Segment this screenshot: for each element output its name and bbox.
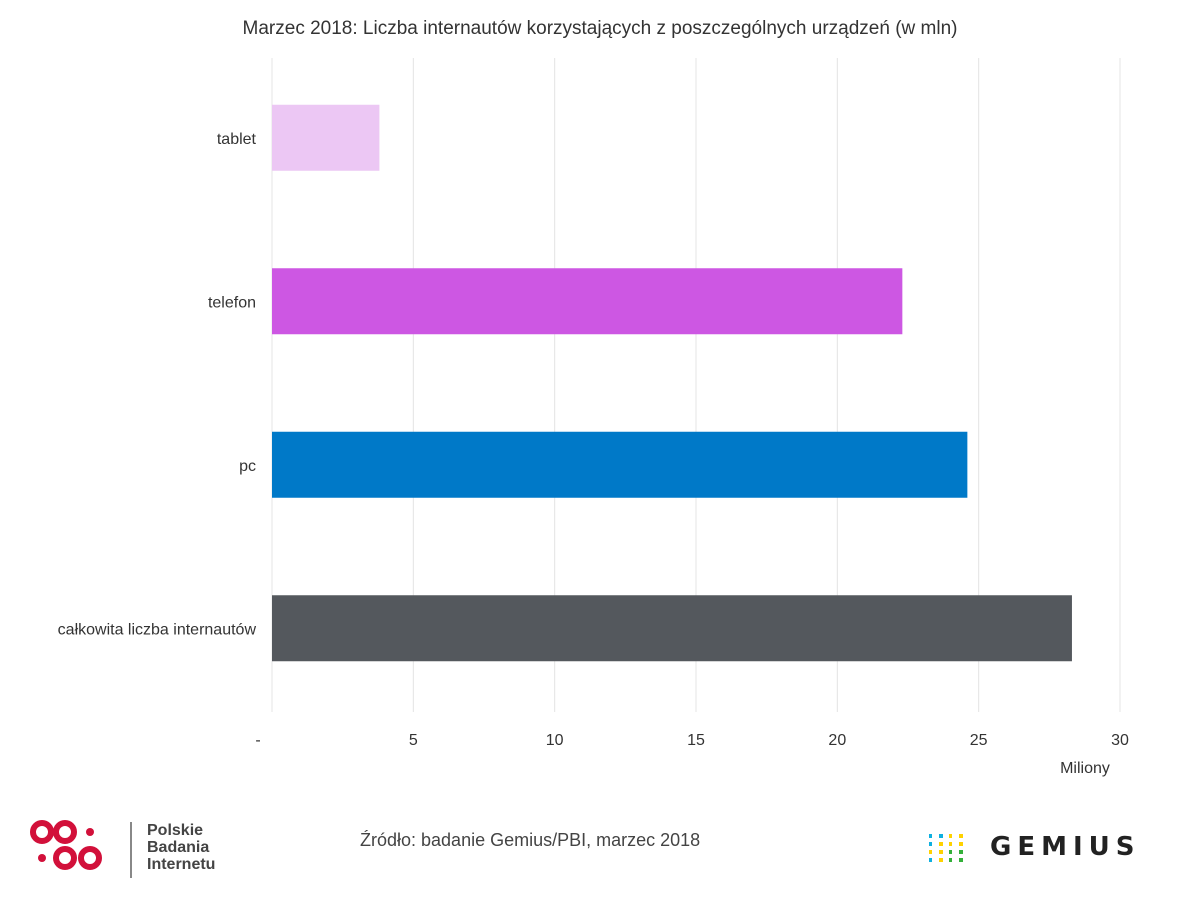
x-tick-label: 25	[970, 732, 988, 749]
chart-title: Marzec 2018: Liczba internautów korzysta…	[243, 18, 958, 39]
x-tick-label: 15	[687, 732, 705, 749]
gemius-logo-text: GEMIUS	[990, 832, 1141, 862]
x-tick-label: -	[255, 732, 260, 749]
gemius-dot	[959, 858, 963, 862]
gemius-dot	[929, 842, 932, 846]
bars	[272, 104, 1072, 662]
x-tick-labels: - 5 10 15 20 25 30	[255, 732, 1129, 749]
gemius-dot	[939, 834, 943, 838]
bar-3	[272, 595, 1072, 662]
gemius-dot	[949, 842, 952, 846]
x-tick-label: 20	[828, 732, 846, 749]
gemius-dot	[929, 850, 932, 854]
gemius-dot	[959, 834, 963, 838]
gemius-dot	[959, 850, 963, 854]
pbi-divider	[130, 822, 132, 878]
gemius-dot	[929, 834, 932, 838]
pbi-logo-icon	[30, 820, 102, 870]
bar-2	[272, 431, 968, 498]
category-label: telefon	[208, 294, 256, 311]
bar-1	[272, 268, 903, 335]
gemius-dot	[939, 842, 943, 846]
gemius-logo-icon	[929, 834, 963, 862]
gridlines	[271, 58, 1121, 712]
bar-0	[272, 104, 380, 171]
source-note: Źródło: badanie Gemius/PBI, marzec 2018	[360, 830, 701, 850]
category-label: całkowita liczba internautów	[58, 621, 257, 638]
category-label: tablet	[217, 131, 257, 148]
category-labels: tablet telefon pc całkowita liczba internau…	[58, 131, 257, 639]
x-tick-label: 30	[1111, 732, 1129, 749]
pbi-line-2: Badania	[147, 839, 210, 856]
pbi-logo-text: Polskie Badania Internetu	[147, 822, 215, 873]
bar-chart: Marzec 2018: Liczba internautów korzysta…	[58, 18, 1129, 777]
gemius-dot	[939, 858, 943, 862]
pbi-line-1: Polskie	[147, 822, 204, 839]
gemius-dot	[949, 850, 952, 854]
gemius-dot	[949, 858, 952, 862]
gemius-dot	[949, 834, 952, 838]
gemius-dot	[929, 858, 932, 862]
gemius-dot	[959, 842, 963, 846]
x-tick-label: 5	[409, 732, 418, 749]
pbi-line-3: Internetu	[147, 856, 216, 873]
x-axis-label: Miliony	[1060, 760, 1110, 777]
category-label: pc	[239, 458, 256, 475]
gemius-dot	[939, 850, 943, 854]
x-tick-label: 10	[546, 732, 564, 749]
